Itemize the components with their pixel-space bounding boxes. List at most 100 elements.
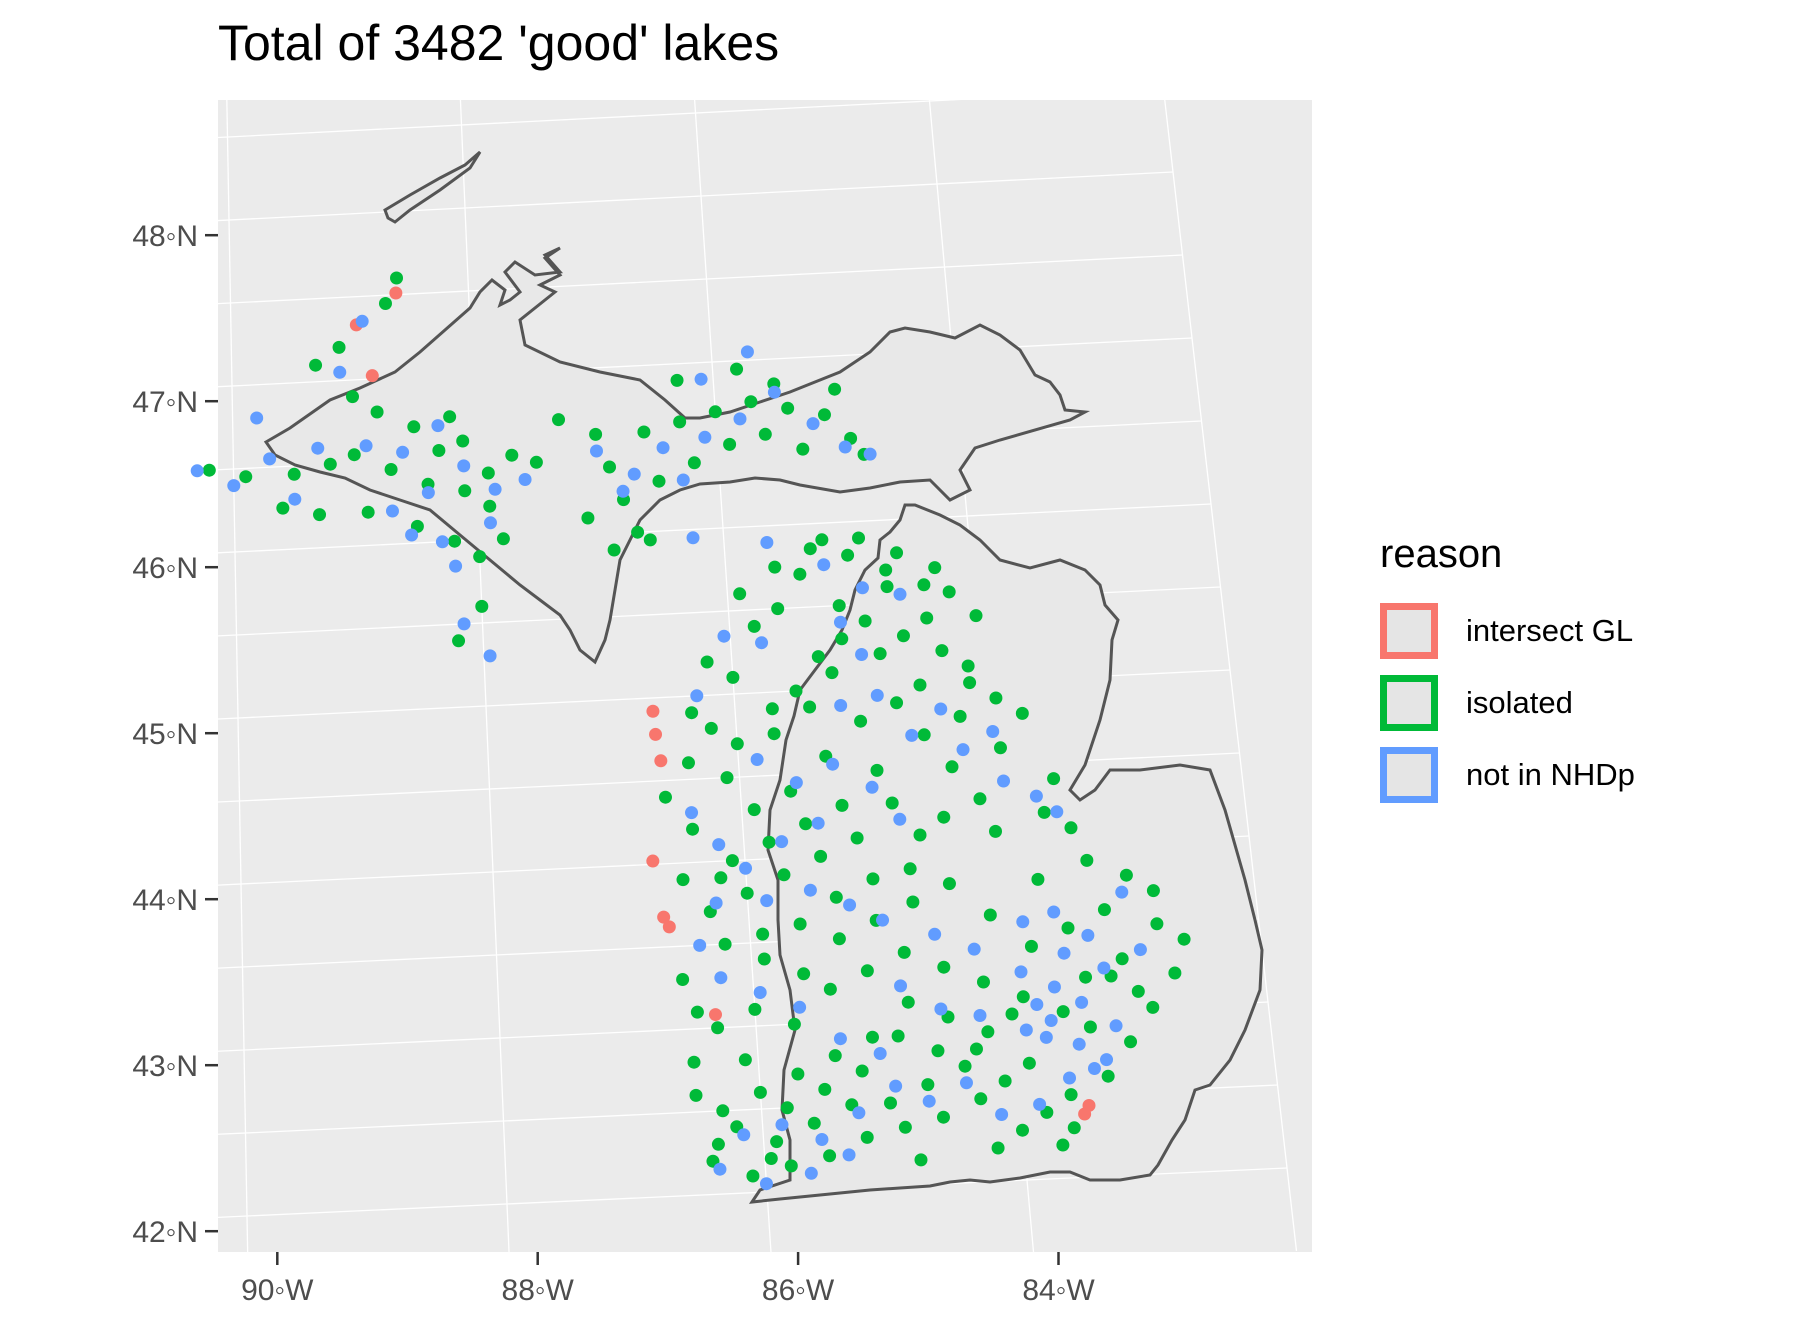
lake-point-isolated [897,945,911,959]
lake-point-not-in-nhdp [817,558,831,572]
lake-point-isolated [603,460,617,474]
lake-point-isolated [1115,952,1129,966]
lake-point-not-in-nhdp [833,615,847,629]
lake-point-not-in-nhdp [893,812,907,826]
legend: reason intersect GL isolated not in NHDp [1380,532,1635,811]
lake-point-not-in-nhdp [740,345,754,359]
lake-point-not-in-nhdp [1050,805,1064,819]
lake-point-not-in-nhdp [1097,961,1111,975]
lake-point-isolated [942,585,956,599]
lake-point-isolated [432,444,446,457]
lake-point-isolated [1016,1123,1029,1137]
lake-point-isolated [473,550,487,564]
lake-point-isolated [681,756,695,770]
lake-point-not-in-nhdp [1044,1014,1058,1027]
lake-point-intersect-gl [662,920,676,934]
legend-item-intersect-gl: intersect GL [1380,595,1635,667]
lake-point-not-in-nhdp [709,896,723,910]
lake-point-not-in-nhdp [686,531,700,545]
lake-point-isolated [860,1130,874,1144]
lake-point-isolated [652,474,666,488]
lake-point-intersect-gl [657,910,671,924]
lake-point-isolated [589,427,603,441]
lake-point-not-in-nhdp [870,688,884,702]
lake-point-isolated [854,714,868,728]
lake-point-isolated [496,532,510,546]
lake-point-isolated [685,706,699,720]
lake-point-isolated [793,917,807,931]
lake-point-isolated [723,437,737,451]
lake-point-isolated [287,467,301,481]
x-tick-label: 84◦W [1022,1274,1095,1307]
parallel-line [218,100,962,139]
lake-point-not-in-nhdp [714,971,728,985]
lake-point-not-in-nhdp [793,1000,807,1014]
lake-point-isolated [716,1104,730,1118]
lake-point-isolated [870,763,884,777]
lake-point-isolated [777,868,791,882]
lake-point-isolated [963,676,977,690]
meridian-line [1164,100,1298,1252]
y-tick-label: 43◦N [132,1050,198,1083]
lake-point-isolated [828,382,842,396]
lake-point-isolated [730,362,744,376]
lake-point-not-in-nhdp [1030,998,1044,1011]
y-tick-label: 42◦N [132,1216,198,1249]
lake-point-not-in-nhdp [712,838,726,852]
lake-point-isolated [384,463,398,476]
lake-point-isolated [452,634,466,648]
lake-point-not-in-nhdp [753,986,767,999]
lake-point-not-in-nhdp [986,725,1000,738]
parallel-line [218,254,1183,305]
lake-point-isolated [873,647,887,661]
lake-point-not-in-nhdp [889,1079,903,1093]
legend-key-intersect-gl [1380,603,1438,659]
lake-point-not-in-nhdp [826,757,840,771]
lake-point-not-in-nhdp [928,927,942,941]
lake-point-isolated [885,796,899,810]
lake-point-isolated [1177,932,1191,946]
lake-point-not-in-nhdp [518,473,532,486]
legend-key-not-in-nhdp [1380,747,1438,803]
lake-point-isolated [764,1152,778,1165]
lake-point-isolated [768,560,782,574]
lake-point-isolated [890,696,904,710]
lake-point-isolated [1080,853,1094,867]
lake-point-not-in-nhdp [842,1148,856,1162]
lake-point-not-in-nhdp [263,452,277,466]
lake-point-not-in-nhdp [1047,980,1061,994]
lake-point-not-in-nhdp [834,699,848,712]
lake-point-isolated [807,1116,821,1130]
lake-point-isolated [643,533,657,547]
lake-point-isolated [726,670,740,684]
lake-point-isolated [725,854,739,868]
lake-point-isolated [1097,903,1111,917]
lake-point-isolated [1016,990,1030,1004]
lake-point-isolated [991,1141,1005,1155]
lake-point-not-in-nhdp [789,776,803,790]
lake-point-isolated [747,803,761,817]
lake-point-isolated [686,822,700,836]
lake-point-not-in-nhdp [893,587,907,601]
lake-point-not-in-nhdp [713,1162,727,1176]
lake-point-isolated [704,721,718,735]
lake-point-isolated [757,952,771,966]
lake-point-isolated [815,533,829,547]
legend-label: isolated [1466,685,1573,720]
lake-point-isolated [1168,966,1182,980]
lake-point-isolated [823,982,837,996]
lake-point-isolated [1056,1005,1070,1019]
lake-point-isolated [835,798,849,812]
lake-point-isolated [989,824,1002,838]
lake-point-not-in-nhdp [457,459,471,473]
lake-point-isolated [378,297,392,310]
lake-point-not-in-nhdp [396,445,410,459]
lake-point-not-in-nhdp [288,492,302,506]
lake-point-isolated [720,771,734,785]
lake-point-isolated [993,741,1007,755]
lake-point-isolated [361,505,375,519]
lake-point-isolated [828,1049,842,1063]
lake-point-not-in-nhdp [1072,1037,1086,1051]
lake-point-isolated [913,828,927,842]
lake-point-isolated [879,563,893,577]
